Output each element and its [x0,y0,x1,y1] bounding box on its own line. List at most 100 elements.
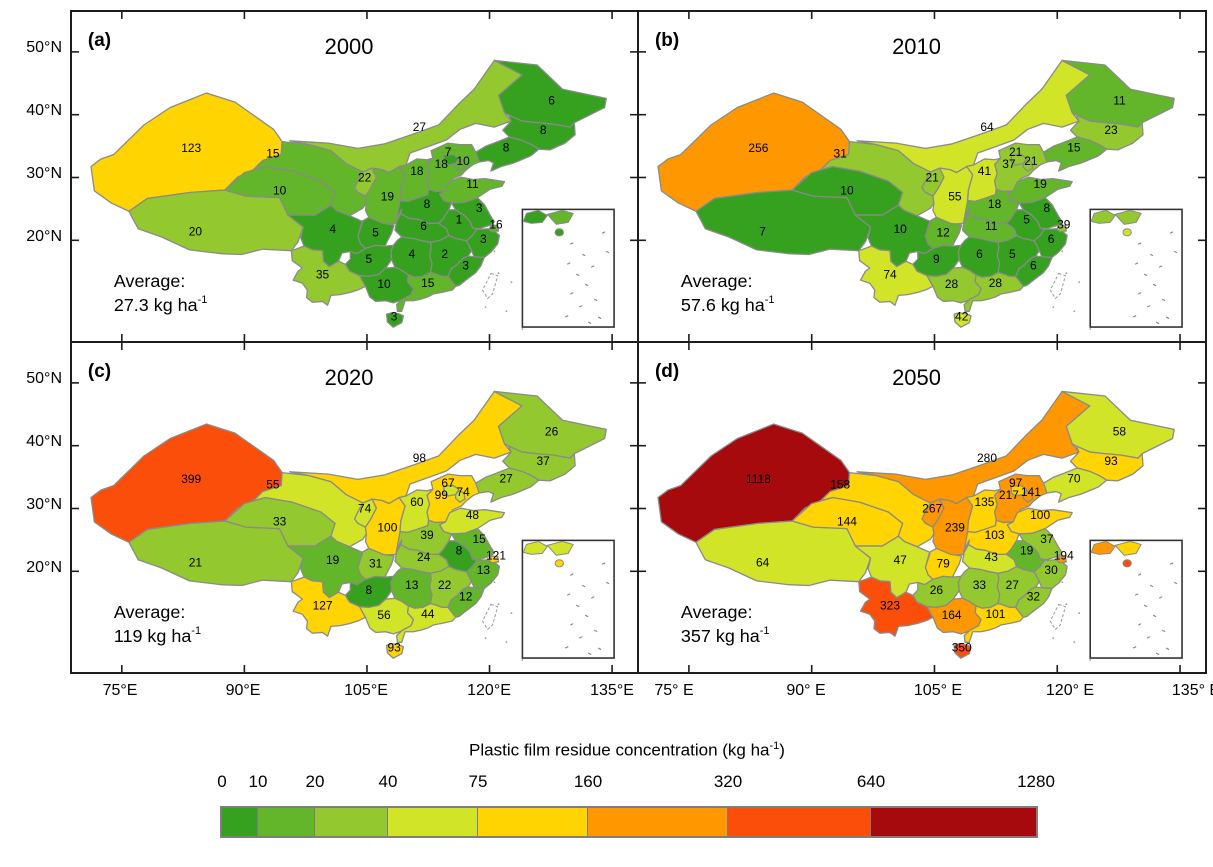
value-label-guangdong: 15 [421,276,435,290]
average-value: 357 kg ha-1 [681,625,770,646]
province-tibet [695,520,872,587]
island-speck [497,272,500,275]
value-label-tianjin: 21 [1024,154,1038,168]
island-speck [1061,581,1064,584]
province-shanghai [1056,224,1067,233]
island-speck [505,310,508,312]
value-label-tibet: 20 [189,225,203,239]
province-guangdong [396,602,457,643]
value-label-hainan: 42 [955,309,969,323]
inset-hainan [554,559,564,568]
value-label-hunan: 13 [405,578,419,592]
value-label-zhejiang: 6 [1048,232,1055,246]
value-label-shaanxi: 19 [381,190,395,204]
province-yunnan [290,245,367,306]
colorbar-tick-label: 640 [856,772,886,791]
value-label-shanghai: 39 [1057,218,1071,232]
value-label-jiangsu: 8 [1044,201,1051,215]
inset-island-speck [1143,273,1148,277]
value-label-qinghai: 10 [840,184,854,198]
value-label-hebei: 99 [435,488,449,502]
value-label-hunan: 6 [976,247,983,261]
value-label-jiangsu: 15 [473,532,487,546]
year-label: 2050 [892,365,941,390]
value-label-inner-mongolia: 27 [413,120,427,134]
inset-island-speck [1137,623,1142,626]
inset-island-speck [584,614,589,618]
value-label-jiangxi: 5 [1009,247,1016,261]
island-speck [1052,306,1055,309]
lat-label: 50°N [26,370,62,387]
inset-island-speck [587,321,592,325]
value-label-henan: 39 [420,528,434,542]
value-label-xinjiang: 256 [748,141,768,155]
value-label-gansu: 15 [266,146,280,160]
value-label-heilongjiang: 58 [1113,424,1127,438]
island-speck [1073,641,1076,643]
colorbar-tick-label: 75 [468,772,488,791]
value-label-tibet: 64 [756,556,770,570]
taiwan-outline [481,603,499,631]
inset-island-speck [1169,562,1174,565]
colorbar-tick-label: 10 [248,772,268,791]
value-label-liaoning: 15 [1067,140,1081,154]
inset-island-speck [1137,573,1142,576]
colorbar-tick-label: 320 [713,772,743,791]
value-label-hubei: 6 [420,219,427,233]
province-hainan [385,643,405,659]
value-label-guangdong: 101 [985,607,1005,621]
value-label-xinjiang: 399 [181,472,201,486]
value-label-fujian: 6 [1030,259,1037,273]
island-speck [521,328,524,330]
value-label-fujian: 32 [1027,590,1041,604]
value-label-shandong: 19 [1033,177,1047,191]
lat-label: 40°N [26,433,62,450]
inset-island-speck [566,593,571,596]
lon-label: 105° E [913,682,963,699]
inset-island-speck [569,573,574,576]
plot-area: 123 20 10 15 27 22 19 6 8 8 18 18 11 8 3 1 3 2 3 6 4 5 4 5 35 10 1… [70,10,1207,674]
island-speck [497,603,500,606]
inset-island-speck [569,292,574,295]
value-label-tianjin: 10 [457,154,471,168]
province-shanxi [398,488,434,534]
value-label-heilongjiang: 11 [1113,93,1126,107]
province-jilin [1069,114,1144,151]
value-label-anhui: 19 [1020,543,1034,557]
inset-island-speck [1132,315,1137,318]
value-label-xinjiang: 123 [181,141,201,155]
axis-ticks [72,343,637,672]
value-label-yunnan: 74 [883,268,897,282]
panel-2000: 123 20 10 15 27 22 19 6 8 8 18 18 11 8 3 1 3 2 3 6 4 5 4 5 35 10 1… [72,12,639,343]
province-tianjin [1022,490,1034,503]
colorbar-title-text: Plastic film residue concentration (kg h… [469,740,770,760]
value-label-gansu: 31 [834,146,848,160]
colorbar-segment [258,808,315,836]
value-label-shaanxi: 239 [945,521,965,535]
value-label-shanxi: 18 [410,164,424,178]
lat-label: 30°N [26,165,62,182]
colorbar-title: Plastic film residue concentration (kg h… [218,740,1036,761]
value-label-liaoning: 8 [503,140,510,154]
inset-island-speck [584,283,589,287]
average-value: 27.3 kg ha-1 [114,294,208,315]
colorbar-tick-label: 1280 [1017,772,1055,791]
island-speck [521,659,524,661]
lon-label: 90°E [225,682,261,699]
south-china-sea-inset [521,208,615,328]
value-label-beijing: 7 [445,145,452,159]
value-label-shanxi: 41 [978,164,992,178]
inset-island-speck [578,636,583,639]
province-shanxi [398,157,434,203]
province-fujian [447,586,485,618]
inset-island-speck [1152,614,1157,618]
value-label-jiangsu: 3 [476,201,483,215]
inset-island-speck [1146,305,1151,308]
panel-tag: (c) [88,361,111,382]
panel-2010: 256 7 10 31 64 21 55 11 23 15 37 41 19 18 8 5 6 5 6 11 6 12 10… [639,12,1205,343]
lat-label: 40°N [26,102,62,119]
inset-island-speck [569,242,574,245]
